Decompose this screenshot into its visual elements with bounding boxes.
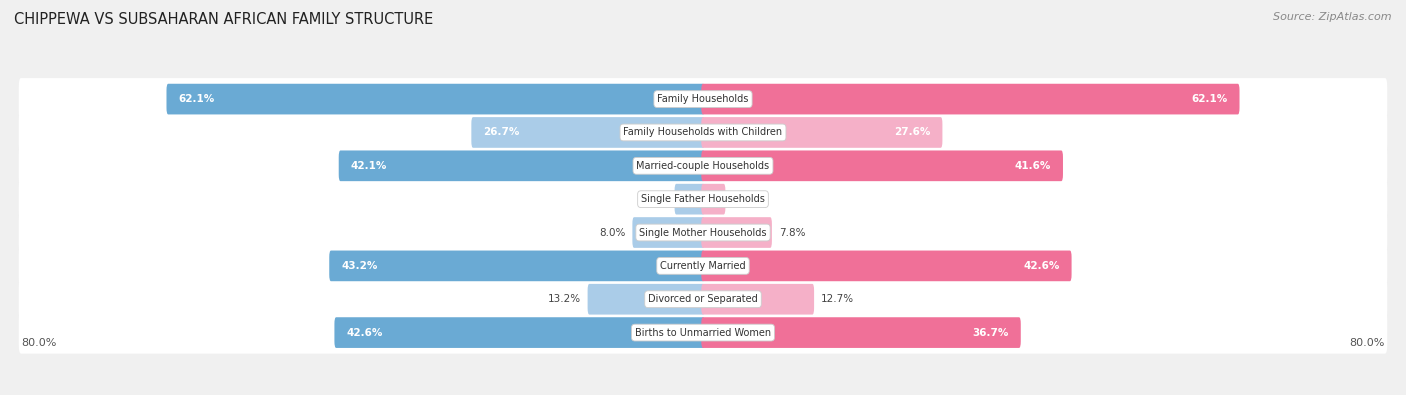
Text: Divorced or Separated: Divorced or Separated (648, 294, 758, 304)
FancyBboxPatch shape (335, 317, 704, 348)
Text: 2.4%: 2.4% (733, 194, 759, 204)
FancyBboxPatch shape (18, 178, 1388, 220)
Text: 3.1%: 3.1% (641, 194, 668, 204)
Text: 62.1%: 62.1% (1191, 94, 1227, 104)
FancyBboxPatch shape (18, 145, 1388, 187)
FancyBboxPatch shape (18, 211, 1388, 254)
FancyBboxPatch shape (588, 284, 704, 314)
Text: Family Households: Family Households (658, 94, 748, 104)
Text: 80.0%: 80.0% (1350, 338, 1385, 348)
FancyBboxPatch shape (702, 150, 1063, 181)
Text: CHIPPEWA VS SUBSAHARAN AFRICAN FAMILY STRUCTURE: CHIPPEWA VS SUBSAHARAN AFRICAN FAMILY ST… (14, 12, 433, 27)
Text: 13.2%: 13.2% (547, 294, 581, 304)
Text: 41.6%: 41.6% (1015, 161, 1050, 171)
Text: 42.1%: 42.1% (350, 161, 387, 171)
Text: 12.7%: 12.7% (821, 294, 853, 304)
Text: 26.7%: 26.7% (484, 128, 520, 137)
Text: Currently Married: Currently Married (661, 261, 745, 271)
Text: Births to Unmarried Women: Births to Unmarried Women (636, 327, 770, 338)
FancyBboxPatch shape (702, 84, 1240, 115)
Text: Single Father Households: Single Father Households (641, 194, 765, 204)
Text: Married-couple Households: Married-couple Households (637, 161, 769, 171)
FancyBboxPatch shape (18, 111, 1388, 154)
FancyBboxPatch shape (702, 284, 814, 314)
Text: 62.1%: 62.1% (179, 94, 215, 104)
Text: 80.0%: 80.0% (21, 338, 56, 348)
Text: 43.2%: 43.2% (342, 261, 378, 271)
Legend: Chippewa, Subsaharan African: Chippewa, Subsaharan African (586, 394, 820, 395)
FancyBboxPatch shape (675, 184, 704, 214)
Text: 8.0%: 8.0% (599, 228, 626, 237)
FancyBboxPatch shape (702, 217, 772, 248)
Text: Single Mother Households: Single Mother Households (640, 228, 766, 237)
Text: 7.8%: 7.8% (779, 228, 806, 237)
FancyBboxPatch shape (702, 184, 725, 214)
FancyBboxPatch shape (633, 217, 704, 248)
Text: Family Households with Children: Family Households with Children (623, 128, 783, 137)
Text: 27.6%: 27.6% (894, 128, 931, 137)
Text: Source: ZipAtlas.com: Source: ZipAtlas.com (1274, 12, 1392, 22)
FancyBboxPatch shape (329, 250, 704, 281)
Text: 42.6%: 42.6% (346, 327, 382, 338)
FancyBboxPatch shape (18, 278, 1388, 320)
Text: 42.6%: 42.6% (1024, 261, 1060, 271)
Text: 36.7%: 36.7% (973, 327, 1008, 338)
FancyBboxPatch shape (702, 117, 942, 148)
FancyBboxPatch shape (18, 312, 1388, 354)
FancyBboxPatch shape (18, 245, 1388, 287)
FancyBboxPatch shape (702, 317, 1021, 348)
FancyBboxPatch shape (18, 78, 1388, 120)
FancyBboxPatch shape (702, 250, 1071, 281)
FancyBboxPatch shape (339, 150, 704, 181)
FancyBboxPatch shape (471, 117, 704, 148)
FancyBboxPatch shape (166, 84, 704, 115)
